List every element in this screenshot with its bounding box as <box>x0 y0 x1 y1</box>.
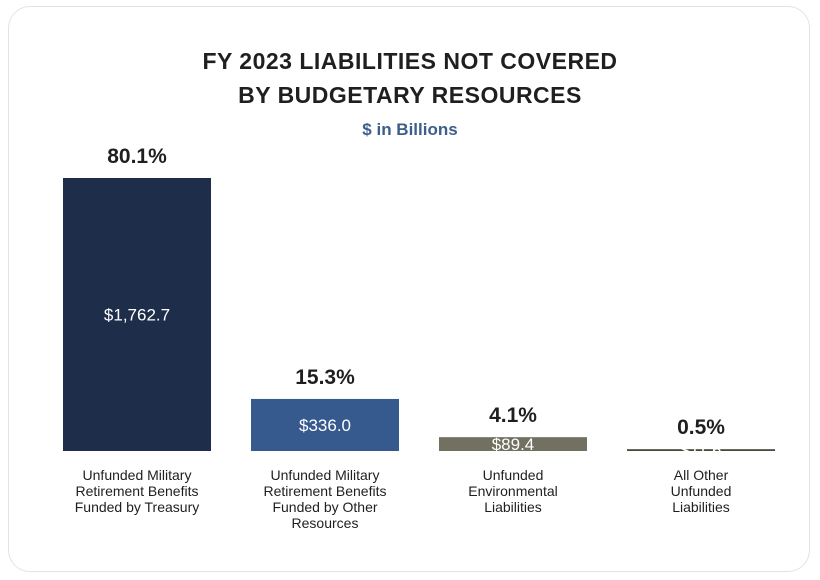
bar-value-label-3: $89.4 <box>492 435 535 454</box>
category-label-2: Unfunded Military Retirement Benefits Fund… <box>245 467 405 531</box>
category-label-line: All Other <box>673 467 729 483</box>
bar-3 <box>439 437 587 451</box>
category-label-line: Unfunded <box>482 467 544 483</box>
category-label-3: Unfunded Environmental Liabilities <box>433 467 593 515</box>
category-label-line: Unfunded Military <box>82 467 192 483</box>
bar-value-label-4: $11.6 <box>680 441 721 460</box>
category-label-line: Retirement Benefits <box>75 483 199 499</box>
category-label-line: Resources <box>291 515 359 531</box>
bar-1 <box>63 178 211 451</box>
chart-title: FY 2023 LIABILITIES NOT COVERED BY BUDGE… <box>0 44 820 112</box>
category-label-line: Environmental <box>468 483 558 499</box>
category-label-4: All Other Unfunded Liabilities <box>621 467 781 515</box>
category-label-line: Unfunded <box>670 483 732 499</box>
bar-percent-label-3: 4.1% <box>489 404 537 427</box>
category-label-line: Unfunded Military <box>270 467 380 483</box>
category-label-line: Retirement Benefits <box>263 483 387 499</box>
category-label-1: Unfunded Military Retirement Benefits Fund… <box>57 467 217 515</box>
category-label-line: Funded by Treasury <box>74 499 200 515</box>
category-label-line: Liabilities <box>672 499 730 515</box>
bar-value-label-1: $1,762.7 <box>104 306 170 325</box>
bar-percent-label-4: 0.5% <box>677 416 725 439</box>
bar-percent-label-1: 80.1% <box>107 145 167 168</box>
bar-2 <box>251 398 399 451</box>
chart-title-line-1: FY 2023 LIABILITIES NOT COVERED <box>202 48 618 74</box>
bar-percent-label-2: 15.3% <box>295 366 355 389</box>
category-label-line: Liabilities <box>484 499 542 515</box>
category-label-line: Funded by Other <box>272 499 378 515</box>
chart-title-line-2: BY BUDGETARY RESOURCES <box>238 82 582 108</box>
bar-4 <box>627 449 775 451</box>
chart-subtitle: $ in Billions <box>362 120 458 139</box>
bar-value-label-2: $336.0 <box>299 416 351 435</box>
